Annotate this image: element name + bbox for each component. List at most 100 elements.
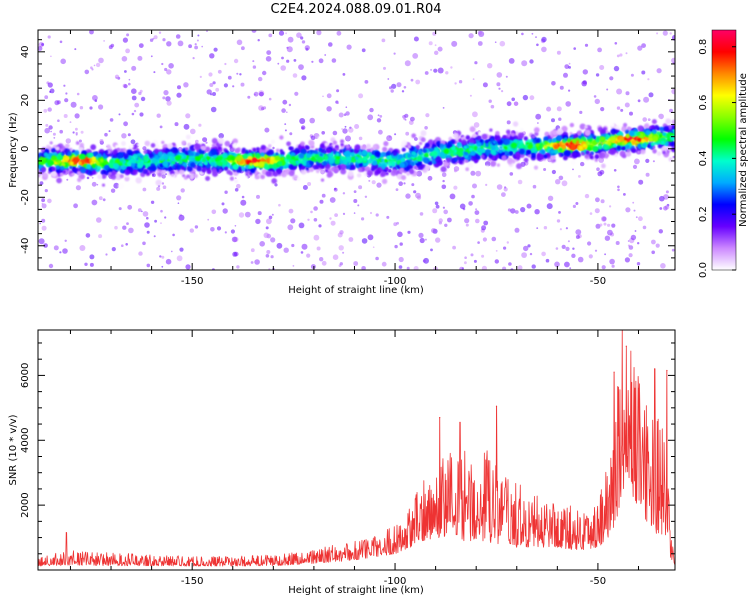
spectrogram-speckle: [150, 200, 155, 204]
spectrogram-ridge-cell: [210, 148, 217, 156]
spectrogram-ridge-cell: [418, 141, 423, 146]
spectrogram-speckle: [138, 251, 143, 256]
spectrogram-speckle: [613, 169, 617, 172]
spectrogram-speckle: [559, 85, 564, 90]
spectrogram-ridge-cell: [204, 161, 208, 166]
spectrogram-speckle: [567, 240, 570, 243]
spectrogram-speckle: [452, 245, 456, 250]
spectrogram-ridge-cell: [298, 153, 305, 159]
spectrogram-speckle: [128, 78, 131, 81]
spectrogram-speckle: [531, 264, 536, 269]
spectrogram-ridge-cell: [328, 168, 332, 172]
spectrogram-speckle: [321, 260, 327, 266]
spectrogram-speckle: [332, 130, 338, 136]
spectrogram-speckle: [587, 241, 592, 246]
spectrogram-ridge-cell: [570, 160, 577, 166]
spectrogram-speckle: [161, 174, 166, 179]
spectrogram-speckle: [72, 131, 75, 134]
spectrogram-speckle: [141, 210, 143, 213]
spectrogram-speckle: [332, 254, 339, 260]
spectrogram-speckle: [224, 190, 228, 194]
spectrogram-ridge-cell: [385, 171, 389, 176]
spectrogram-ridge-cell: [97, 174, 103, 180]
spectrogram-speckle: [41, 198, 45, 203]
spectrogram-speckle: [142, 241, 146, 246]
spectrogram-speckle: [128, 82, 131, 86]
spectrogram-speckle: [434, 201, 439, 206]
spectrogram-ridge-cell: [662, 132, 666, 136]
spectrogram-speckle: [290, 218, 296, 224]
spectrogram-ridge-cell: [62, 170, 66, 174]
spectrogram-speckle: [329, 217, 332, 220]
spectrogram-ridge-cell: [636, 150, 641, 155]
spectrogram-ridge-cell: [155, 179, 162, 186]
spectrogram-ridge-cell: [561, 125, 568, 132]
spectrogram-ridge-cell: [275, 152, 279, 156]
spectrogram-ridge-cell: [556, 128, 563, 136]
spectrogram-speckle: [159, 255, 162, 258]
spectrogram-speckle: [196, 39, 199, 42]
spectrogram-speckle: [565, 101, 571, 107]
spectrogram-ridge-cell: [139, 162, 144, 167]
spectrogram-ridge-cell: [109, 164, 114, 168]
spectrogram-speckle: [424, 238, 427, 241]
spectrogram-ridge-cell: [180, 166, 185, 170]
spectrogram-speckle: [75, 132, 78, 135]
spectrogram-ridge-cell: [617, 139, 621, 143]
spectrogram-ridge-cell: [420, 137, 426, 143]
spectrogram-speckle: [600, 199, 605, 204]
spectrogram-speckle: [125, 243, 128, 246]
spectrogram-speckle: [288, 103, 292, 107]
spectrogram-ridge-cell: [569, 122, 575, 128]
spectrogram-ridge-cell: [605, 130, 609, 134]
spectrogram-speckle: [257, 211, 262, 216]
spectrogram-ridge-cell: [616, 124, 622, 130]
spectrogram-speckle: [579, 110, 583, 114]
spectrogram-ridge-cell: [126, 149, 133, 156]
spectrogram-speckle: [580, 161, 585, 167]
spectrogram-ridge-cell: [468, 137, 475, 144]
spectrogram-speckle: [651, 239, 656, 245]
spectrogram-speckle: [241, 46, 245, 51]
snr-y-tick-label: 2000: [20, 492, 31, 517]
spectrogram-speckle: [503, 246, 507, 250]
spectrogram-ridge-cell: [139, 155, 143, 159]
spectrogram-ridge-cell: [222, 152, 228, 159]
spectrogram-speckle: [180, 188, 185, 193]
spectrogram-speckle: [396, 221, 399, 225]
spectrogram-speckle: [499, 40, 506, 47]
spectrogram-speckle: [529, 95, 535, 101]
spectrogram-ridge-cell: [288, 170, 295, 177]
spectrogram-ridge-cell: [57, 160, 61, 164]
spectrogram-speckle: [50, 55, 52, 58]
spectrogram-ridge-cell: [478, 147, 485, 154]
spectrogram-ridge-cell: [126, 161, 132, 166]
spectrogram-speckle: [625, 52, 628, 55]
spectrogram-speckle: [647, 78, 650, 81]
spectrogram-speckle: [379, 115, 383, 118]
spectrogram-speckle: [149, 38, 154, 42]
spectrogram-ridge-cell: [242, 175, 249, 182]
spectrogram-ridge-cell: [119, 174, 124, 179]
spectrogram-ridge-cell: [651, 119, 657, 125]
spectrogram-speckle: [496, 184, 503, 190]
spectrogram-speckle: [546, 203, 553, 210]
spectrogram-speckle: [206, 30, 208, 32]
spectrogram-ridge-cell: [454, 158, 458, 162]
spectrogram-ridge-cell: [279, 135, 284, 140]
spectrogram-speckle: [110, 188, 116, 193]
spectrogram-ticks: -150 -100 -50 -40 -20 0 20 40: [20, 30, 675, 287]
spectrogram-ridge-cell: [637, 125, 644, 132]
spectrogram-speckle: [250, 261, 254, 264]
spectrogram-speckle: [118, 207, 122, 211]
spectrogram-speckle: [376, 118, 382, 123]
spectrogram-ridge-cell: [457, 142, 463, 148]
spectrogram-ridge-cell: [671, 146, 675, 153]
spectrogram-ridge-cell: [67, 151, 72, 157]
spectrogram-ridge-cell: [561, 161, 567, 166]
spectrogram-speckle: [320, 169, 325, 175]
spectrogram-speckle: [152, 173, 155, 176]
spectrogram-ridge-cell: [458, 159, 463, 165]
spectrogram-speckle: [227, 75, 232, 80]
spectrogram-speckle: [665, 190, 669, 194]
